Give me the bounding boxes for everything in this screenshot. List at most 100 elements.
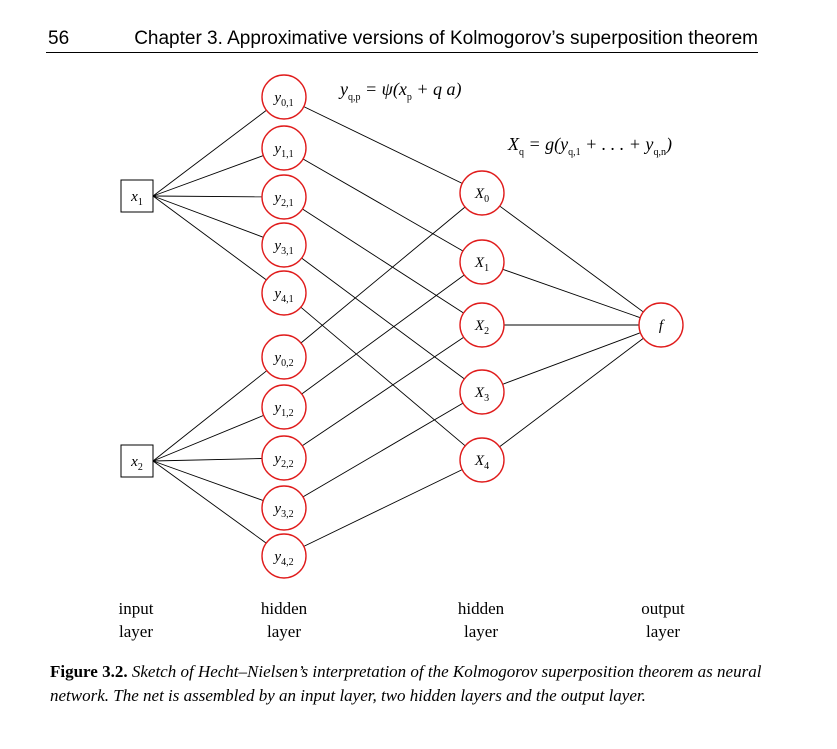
output-node: f xyxy=(638,302,684,348)
node-circle xyxy=(261,435,307,481)
input-node: x1 xyxy=(120,179,154,213)
edge xyxy=(302,158,464,252)
edge xyxy=(302,402,464,498)
edge xyxy=(301,257,465,380)
node-label: y2,1 xyxy=(272,190,293,209)
hidden1-node: y0,2 xyxy=(261,334,307,380)
node-circle xyxy=(459,437,505,483)
node-label: x1 xyxy=(130,189,143,208)
layer-label-line: layer xyxy=(646,622,680,641)
edge xyxy=(303,469,463,547)
page-number: 56 xyxy=(48,28,70,49)
node-group: x1 x2 y0,1 y1,1 y2,1 y3,1 y4,1 y0,2 y1,2 y2,2 y3,2… xyxy=(120,74,684,579)
node-label: y4,2 xyxy=(272,549,293,568)
edge xyxy=(152,195,267,281)
node-circle xyxy=(261,125,307,171)
layer-label-line: layer xyxy=(464,622,498,641)
figure-label: Figure 3.2. xyxy=(50,662,128,681)
edge xyxy=(152,460,264,501)
hidden1-node: y2,2 xyxy=(261,435,307,481)
node-label: f xyxy=(659,318,665,334)
page-header: 56 Chapter 3. Approximative versions of … xyxy=(46,26,758,53)
node-circle xyxy=(261,270,307,316)
node-label: y4,1 xyxy=(272,286,293,305)
edge-group xyxy=(152,106,644,547)
edge xyxy=(499,337,644,448)
layer-label-line: hidden xyxy=(260,599,308,618)
layer-label-line: input xyxy=(118,599,154,618)
edge xyxy=(502,332,641,385)
hidden1-node: y1,2 xyxy=(261,384,307,430)
edge xyxy=(502,268,641,319)
node-circle xyxy=(261,222,307,268)
edge xyxy=(303,106,463,184)
node-circle xyxy=(261,384,307,430)
edge xyxy=(300,306,466,447)
edge xyxy=(302,208,464,314)
input-node: x2 xyxy=(120,444,154,478)
edge xyxy=(152,458,263,462)
hidden2-node: X2 xyxy=(459,302,505,348)
hidden2-node: X4 xyxy=(459,437,505,483)
hidden1-node: y0,1 xyxy=(261,74,307,120)
chapter-title: Chapter 3. Approximative versions of Kol… xyxy=(134,28,758,49)
edge xyxy=(152,195,264,238)
caption-text: Sketch of Hecht–Nielsen’s interpretation… xyxy=(50,662,762,705)
edge xyxy=(152,460,267,544)
layer-label-hidden-2: hidden layer xyxy=(421,597,541,643)
node-label: y0,1 xyxy=(272,90,293,109)
layer-label-output: output layer xyxy=(603,597,723,643)
layer-label-hidden-1: hidden layer xyxy=(224,597,344,643)
figure-caption: Figure 3.2. Sketch of Hecht–Nielsen’s in… xyxy=(50,660,762,708)
network-diagram: x1 x2 y0,1 y1,1 y2,1 y3,1 y4,1 y0,2 y1,2 y2,2 y3,2… xyxy=(120,74,684,579)
edge xyxy=(152,195,263,198)
hidden1-node: y2,1 xyxy=(261,174,307,220)
edge xyxy=(300,206,466,344)
layer-label-line: layer xyxy=(267,622,301,641)
hidden2-node: X3 xyxy=(459,369,505,415)
node-label: y1,2 xyxy=(272,400,293,419)
layer-label-line: hidden xyxy=(457,599,505,618)
layer-label-line: layer xyxy=(119,622,153,641)
node-label: X2 xyxy=(474,318,489,337)
hidden1-node: y4,1 xyxy=(261,270,307,316)
node-label: X1 xyxy=(474,255,489,274)
hidden2-node: X1 xyxy=(459,239,505,285)
layer-label-line: output xyxy=(641,599,685,618)
edge xyxy=(152,370,268,462)
node-label: y3,2 xyxy=(272,501,293,520)
node-circle xyxy=(261,533,307,579)
node-circle xyxy=(459,239,505,285)
node-label: y2,2 xyxy=(272,451,293,470)
edge xyxy=(152,109,267,197)
node-label: X4 xyxy=(474,453,489,472)
edge xyxy=(152,155,264,197)
formula-x: Xq = g(yq,1 + . . . + yq,n) xyxy=(507,134,672,158)
node-box xyxy=(120,179,154,213)
edge xyxy=(301,274,465,395)
node-label: X3 xyxy=(474,385,489,404)
edge xyxy=(499,205,644,313)
hidden1-node: y1,1 xyxy=(261,125,307,171)
edge xyxy=(302,336,464,447)
layer-label-input: input layer xyxy=(76,597,196,643)
node-circle xyxy=(261,174,307,220)
node-circle xyxy=(638,302,684,348)
hidden1-node: y3,1 xyxy=(261,222,307,268)
node-circle xyxy=(261,74,307,120)
node-label: y0,2 xyxy=(272,350,293,369)
hidden2-node: X0 xyxy=(459,170,505,216)
node-circle xyxy=(261,334,307,380)
node-circle xyxy=(459,302,505,348)
node-label: y1,1 xyxy=(272,141,293,160)
node-label: X0 xyxy=(474,186,489,205)
node-label: x2 xyxy=(130,454,143,473)
node-circle xyxy=(459,170,505,216)
hidden1-node: y3,2 xyxy=(261,485,307,531)
node-circle xyxy=(459,369,505,415)
formula-y: yq,p = ψ(xp + q a) xyxy=(338,79,461,103)
node-label: y3,1 xyxy=(272,238,293,257)
node-circle xyxy=(261,485,307,531)
node-box xyxy=(120,444,154,478)
edge xyxy=(152,414,264,462)
